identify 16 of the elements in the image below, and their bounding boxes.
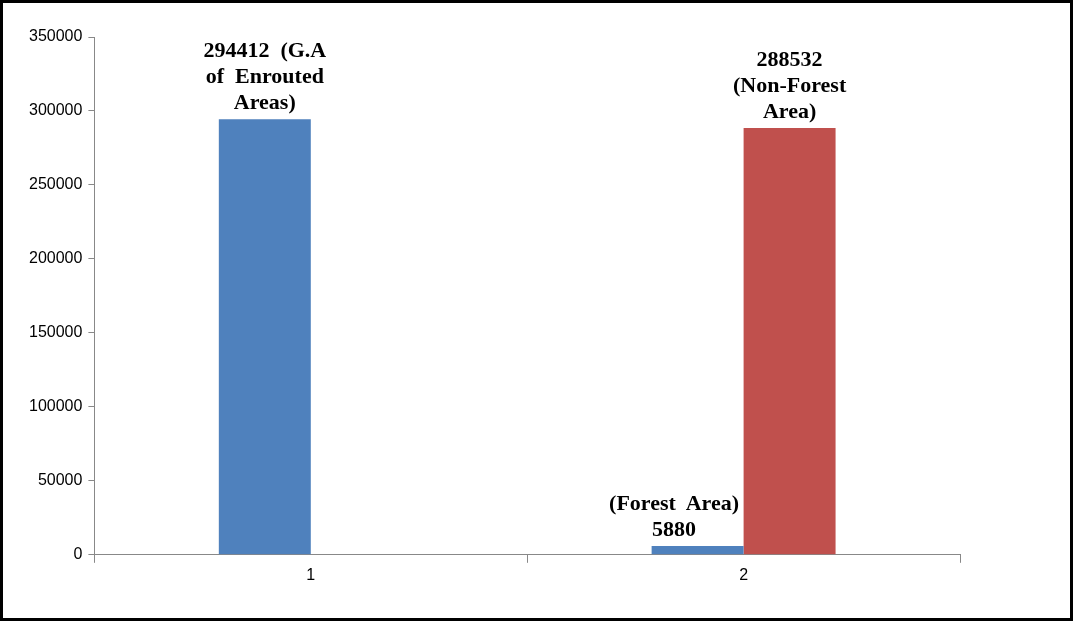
x-tick-label: 1 <box>306 565 316 583</box>
y-tick-label: 300000 <box>29 101 83 119</box>
y-tick-label: 250000 <box>29 175 83 193</box>
y-tick-label: 100000 <box>29 397 83 415</box>
x-tick-label: 2 <box>739 565 749 583</box>
y-tick-label: 50000 <box>37 471 83 489</box>
data-label: 288532 (Non-Forest Area) <box>732 45 847 123</box>
bar <box>651 546 744 555</box>
bar <box>218 119 311 555</box>
y-tick-label: 0 <box>73 545 83 563</box>
data-label: (Forest Area) 5880 <box>609 490 739 542</box>
y-tick-label: 150000 <box>29 323 83 341</box>
y-tick-label: 200000 <box>29 249 83 267</box>
data-label: 294412 (G.A of Enrouted Areas) <box>203 37 327 115</box>
y-tick-label: 350000 <box>29 27 83 45</box>
bar <box>743 127 836 555</box>
